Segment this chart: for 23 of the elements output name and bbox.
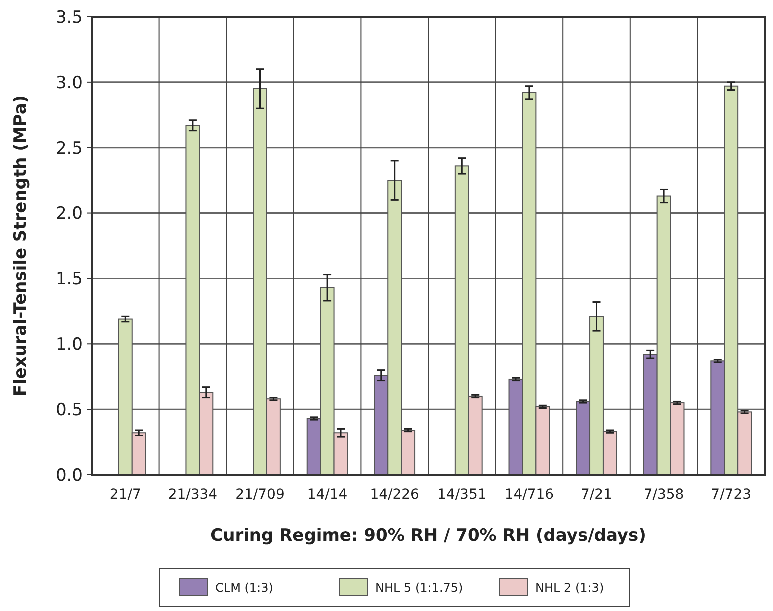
x-tick-label: 14/14 (307, 487, 348, 503)
x-tick-label: 21/7 (110, 487, 142, 503)
y-tick-label: 0.0 (56, 466, 83, 486)
x-tick-label: 7/723 (711, 487, 752, 503)
y-tick-label: 2.5 (56, 138, 83, 159)
legend-label: CLM (1:3) (216, 581, 274, 596)
x-tick-label: 14/226 (370, 487, 420, 503)
x-tick-label: 7/21 (581, 487, 612, 503)
y-tick-label: 0.5 (56, 400, 83, 421)
y-tick-label: 2.0 (56, 204, 83, 224)
legend-label: NHL 5 (1:1.75) (376, 581, 464, 596)
y-tick-label: 3.0 (56, 73, 83, 94)
x-tick-label: 7/358 (644, 487, 684, 503)
x-axis-title: Curing Regime: 90% RH / 70% RH (days/days) (210, 526, 646, 546)
y-tick-label: 1.0 (56, 335, 83, 356)
x-tick-label: 14/716 (504, 487, 554, 503)
legend-label: NHL 2 (1:3) (536, 581, 604, 596)
x-tick-label: 21/709 (236, 487, 285, 503)
y-tick-label: 1.5 (56, 270, 83, 290)
x-tick-label: 21/334 (168, 487, 218, 503)
y-tick-label: 3.5 (56, 8, 83, 28)
x-tick-label: 14/351 (438, 487, 487, 503)
y-axis-title: Flexural-Tensile Strength (MPa) (11, 95, 31, 397)
